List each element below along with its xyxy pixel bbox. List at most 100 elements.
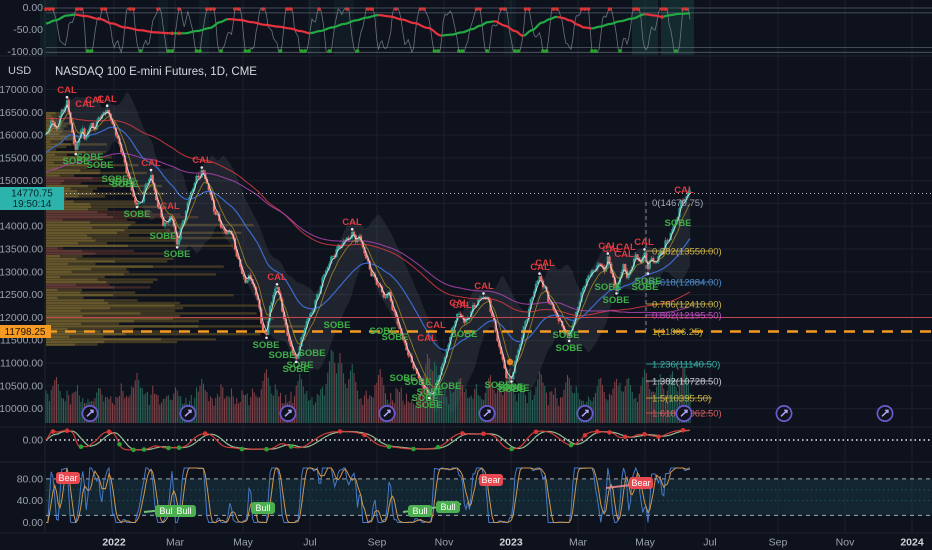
svg-text:14770.75: 14770.75 bbox=[11, 189, 53, 200]
svg-text:CAL: CAL bbox=[141, 158, 161, 169]
svg-text:80.00: 80.00 bbox=[17, 473, 43, 485]
svg-text:SOBE: SOBE bbox=[287, 360, 314, 371]
svg-text:May: May bbox=[233, 537, 254, 549]
svg-text:SOBE: SOBE bbox=[435, 381, 462, 392]
svg-text:SOBE: SOBE bbox=[102, 174, 129, 185]
svg-text:CAL: CAL bbox=[97, 94, 117, 105]
svg-text:0(14670.75): 0(14670.75) bbox=[652, 198, 703, 209]
svg-text:SOBE: SOBE bbox=[553, 330, 580, 341]
svg-text:14000.00: 14000.00 bbox=[0, 221, 43, 233]
svg-text:12500.00: 12500.00 bbox=[0, 289, 43, 301]
svg-text:CAL: CAL bbox=[598, 241, 618, 252]
svg-text:SOBE: SOBE bbox=[253, 340, 280, 351]
svg-text:SOBE: SOBE bbox=[632, 282, 659, 293]
svg-text:CAL: CAL bbox=[267, 272, 287, 283]
svg-text:11798.25: 11798.25 bbox=[5, 327, 46, 338]
svg-text:-100.00: -100.00 bbox=[7, 46, 43, 58]
svg-text:SOBE: SOBE bbox=[595, 282, 622, 293]
svg-text:SOBE: SOBE bbox=[283, 364, 310, 375]
svg-text:May: May bbox=[635, 537, 656, 549]
svg-text:0.00: 0.00 bbox=[23, 517, 44, 529]
svg-text:1.382(10728.50): 1.382(10728.50) bbox=[652, 377, 722, 388]
svg-text:19:50:14: 19:50:14 bbox=[13, 199, 52, 210]
svg-text:CAL: CAL bbox=[614, 249, 634, 260]
svg-text:SOBE: SOBE bbox=[109, 177, 136, 188]
svg-text:2023: 2023 bbox=[499, 537, 523, 549]
svg-text:10500.00: 10500.00 bbox=[0, 380, 43, 392]
svg-text:CAL: CAL bbox=[634, 237, 654, 248]
svg-text:SOBE: SOBE bbox=[87, 160, 114, 171]
svg-text:CAL: CAL bbox=[426, 320, 446, 331]
svg-text:Sep: Sep bbox=[769, 537, 788, 549]
svg-text:SOBE: SOBE bbox=[417, 387, 444, 398]
svg-text:0.618(12884.00): 0.618(12884.00) bbox=[652, 278, 722, 289]
svg-text:11000.00: 11000.00 bbox=[0, 357, 43, 369]
svg-text:Bear: Bear bbox=[58, 473, 77, 483]
svg-text:Nov: Nov bbox=[836, 537, 855, 549]
svg-text:SOBE: SOBE bbox=[150, 231, 177, 242]
svg-text:SOBE: SOBE bbox=[269, 350, 296, 361]
svg-text:16000.00: 16000.00 bbox=[0, 130, 43, 142]
svg-text:Jul: Jul bbox=[303, 537, 316, 549]
svg-text:NASDAQ 100 E-mini Futures, 1D,: NASDAQ 100 E-mini Futures, 1D, CME bbox=[55, 66, 257, 78]
svg-text:Mar: Mar bbox=[166, 537, 185, 549]
svg-text:12000.00: 12000.00 bbox=[0, 312, 43, 324]
svg-text:SOBE: SOBE bbox=[299, 348, 326, 359]
svg-text:CAL: CAL bbox=[57, 85, 77, 96]
svg-text:SOBE: SOBE bbox=[603, 295, 630, 306]
svg-text:CAL: CAL bbox=[75, 99, 95, 110]
svg-text:SOBE: SOBE bbox=[382, 332, 409, 343]
svg-text:SOBE: SOBE bbox=[499, 384, 526, 395]
svg-text:Bull: Bull bbox=[412, 506, 427, 516]
svg-text:Bull: Bull bbox=[176, 506, 191, 516]
svg-text:SOBE: SOBE bbox=[412, 393, 439, 404]
svg-text:SOBE: SOBE bbox=[63, 156, 90, 167]
svg-text:CAL: CAL bbox=[449, 298, 469, 309]
svg-text:SOBE: SOBE bbox=[164, 249, 191, 260]
svg-text:0.786(12410.00): 0.786(12410.00) bbox=[652, 300, 722, 311]
svg-text:-50.00: -50.00 bbox=[13, 24, 43, 36]
svg-text:CAL: CAL bbox=[342, 217, 362, 228]
svg-text:CAL: CAL bbox=[417, 333, 437, 344]
svg-text:SOBE: SOBE bbox=[556, 343, 583, 354]
svg-text:1.236(11140.50): 1.236(11140.50) bbox=[652, 360, 720, 371]
svg-text:17000.00: 17000.00 bbox=[0, 84, 43, 96]
svg-text:1(11806.25): 1(11806.25) bbox=[652, 327, 703, 338]
svg-text:16500.00: 16500.00 bbox=[0, 107, 43, 119]
svg-text:CAL: CAL bbox=[85, 95, 105, 106]
svg-text:SOBE: SOBE bbox=[416, 400, 443, 411]
svg-text:CAL: CAL bbox=[530, 262, 550, 273]
svg-text:Bear: Bear bbox=[631, 478, 650, 488]
svg-text:Bull: Bull bbox=[440, 502, 455, 512]
svg-text:2022: 2022 bbox=[102, 537, 126, 549]
svg-text:Sep: Sep bbox=[368, 537, 387, 549]
svg-text:15500.00: 15500.00 bbox=[0, 152, 43, 164]
svg-text:CAL: CAL bbox=[535, 258, 555, 269]
svg-text:SOBE: SOBE bbox=[112, 179, 139, 190]
svg-text:CAL: CAL bbox=[674, 185, 694, 196]
svg-text:Jul: Jul bbox=[703, 537, 716, 549]
svg-text:0.00: 0.00 bbox=[23, 2, 44, 14]
svg-text:Bull: Bull bbox=[255, 503, 270, 513]
svg-text:13000.00: 13000.00 bbox=[0, 266, 43, 278]
svg-text:SOBE: SOBE bbox=[405, 377, 432, 388]
svg-text:SOBE: SOBE bbox=[503, 383, 530, 394]
svg-text:SOBE: SOBE bbox=[324, 320, 351, 331]
svg-text:SOBE: SOBE bbox=[451, 329, 478, 340]
svg-text:CAL: CAL bbox=[160, 201, 180, 212]
svg-text:SOBE: SOBE bbox=[497, 382, 524, 393]
svg-text:13500.00: 13500.00 bbox=[0, 244, 43, 256]
svg-text:SOBE: SOBE bbox=[370, 326, 397, 337]
svg-text:1.5(10395.50): 1.5(10395.50) bbox=[652, 394, 711, 405]
svg-text:10000.00: 10000.00 bbox=[0, 403, 43, 415]
svg-text:CAL: CAL bbox=[602, 244, 622, 255]
svg-text:USD: USD bbox=[8, 65, 31, 77]
svg-text:Bull: Bull bbox=[159, 506, 174, 516]
svg-text:40.00: 40.00 bbox=[17, 495, 43, 507]
svg-text:SOBE: SOBE bbox=[635, 276, 662, 287]
svg-text:Nov: Nov bbox=[435, 537, 454, 549]
svg-text:SOBE: SOBE bbox=[124, 209, 151, 220]
svg-text:2024: 2024 bbox=[900, 537, 924, 549]
svg-text:SOBE: SOBE bbox=[77, 152, 104, 163]
svg-text:0.862(12195.50): 0.862(12195.50) bbox=[652, 311, 722, 322]
